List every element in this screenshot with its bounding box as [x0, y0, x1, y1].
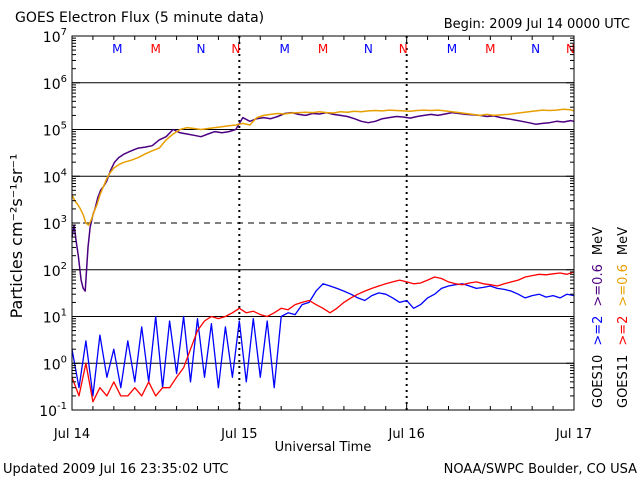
series-line-2	[71, 108, 575, 226]
y-tick-label: 101	[43, 308, 67, 327]
y-tick-label: 105	[43, 121, 67, 140]
gridlines	[72, 36, 574, 410]
y-tick-label: 103	[43, 214, 67, 233]
series-line-3	[71, 283, 575, 397]
y-tick-label: 100	[43, 354, 67, 373]
x-axis-label: Universal Time	[275, 440, 372, 455]
x-tick-label: Jul 17	[555, 427, 592, 442]
noon-midnight-marker: N	[566, 42, 575, 56]
noon-midnight-marker: M	[112, 42, 122, 56]
x-tick-label: Jul 15	[220, 427, 257, 442]
axis-ticks	[71, 35, 575, 411]
noon-midnight-marker: N	[399, 42, 408, 56]
y-tick-label: 10-1	[39, 401, 67, 420]
x-tick-labels: Jul 14 Jul 15 Jul 16 Jul 17	[53, 427, 592, 442]
y-tick-label: 106	[43, 74, 67, 93]
source-credit: NOAA/SWPC Boulder, CO USA	[444, 462, 637, 477]
chart-title: GOES Electron Flux (5 minute data)	[15, 10, 264, 26]
y-tick-label: 102	[43, 261, 67, 280]
noon-midnight-marker: N	[531, 42, 540, 56]
noon-midnight-marker: M	[447, 42, 457, 56]
data-series	[71, 108, 575, 403]
x-tick-label: Jul 16	[387, 427, 424, 442]
noon-midnight-marker: M	[485, 42, 495, 56]
series-line-1	[71, 111, 575, 292]
noon-midnight-marker: N	[196, 42, 205, 56]
updated-timestamp: Updated 2009 Jul 16 23:35:02 UTC	[3, 462, 228, 477]
series-line-4	[71, 271, 575, 403]
y-tick-label: 104	[43, 167, 67, 186]
y-axis-label: Particles cm⁻²s⁻¹sr⁻¹	[7, 154, 26, 319]
legend-entry: GOES10>=2>=0.6MeV	[591, 227, 606, 408]
plot-frame	[71, 35, 575, 411]
begin-label: Begin: 2009 Jul 14 0000 UTC	[444, 17, 630, 32]
noon-midnight-marker: N	[231, 42, 240, 56]
noon-midnight-marker: M	[279, 42, 289, 56]
x-tick-label: Jul 14	[53, 427, 90, 442]
y-tick-labels: 10-1 100 101 102 103 104 105 106 107	[39, 27, 67, 420]
noon-midnight-marker: M	[150, 42, 160, 56]
legend-entry: GOES11>=2>=0.6MeV	[616, 227, 631, 408]
noon-midnight-marker: M	[318, 42, 328, 56]
noon-midnight-marker: N	[364, 42, 373, 56]
y-tick-label: 107	[43, 27, 67, 46]
legend: GOES10>=2>=0.6MeV GOES11>=2>=0.6MeV	[591, 227, 631, 408]
